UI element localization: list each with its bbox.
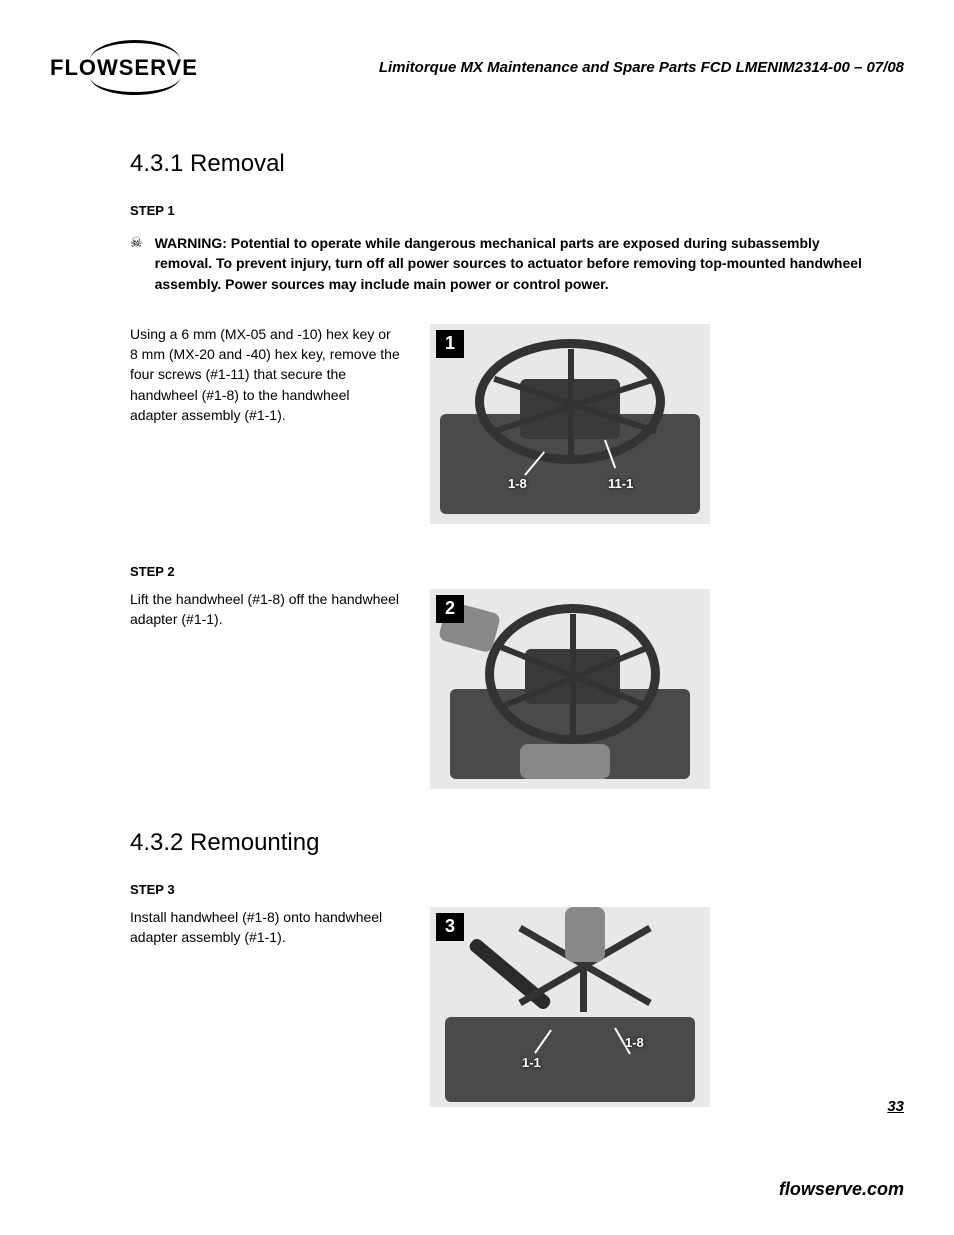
step-3-text: Install handwheel (#1-8) onto handwheel … [130, 907, 400, 948]
figure-1-number: 1 [436, 330, 464, 358]
figure-3-lever [467, 936, 553, 1011]
figure-1-label-1-8: 1-8 [508, 476, 527, 491]
step-1-label: STEP 1 [130, 203, 874, 218]
step-2-label: STEP 2 [130, 564, 874, 579]
page-header: FLOWSERVE Limitorque MX Maintenance and … [50, 40, 904, 95]
figure-3: 3 1-1 1-8 [430, 907, 710, 1107]
figure-3-label-1-8: 1-8 [625, 1035, 644, 1050]
document-title: Limitorque MX Maintenance and Spare Part… [379, 59, 904, 76]
figure-1-label-11-1: 11-1 [608, 476, 633, 491]
figure-3-hand [565, 907, 605, 962]
skull-icon: ☠ [130, 233, 143, 294]
figure-2: 2 [430, 589, 710, 789]
figure-3-machine [445, 1017, 695, 1102]
warning-block: ☠ WARNING: Potential to operate while da… [130, 233, 874, 294]
page: FLOWSERVE Limitorque MX Maintenance and … [0, 0, 954, 1235]
step-3-label: STEP 3 [130, 882, 874, 897]
section-heading-removal: 4.3.1 Removal [130, 150, 874, 178]
step-1-text: Using a 6 mm (MX-05 and -10) hex key or … [130, 324, 400, 425]
figure-2-number: 2 [436, 595, 464, 623]
section-heading-remounting: 4.3.2 Remounting [130, 829, 874, 857]
step-3-row: Install handwheel (#1-8) onto handwheel … [130, 907, 874, 1107]
figure-1: 1 1-8 11-1 [430, 324, 710, 524]
logo-arc-bottom [90, 77, 180, 95]
page-number: 33 [887, 1098, 904, 1115]
figure-2-hand-right [520, 744, 610, 779]
footer-url: flowserve.com [779, 1179, 904, 1200]
flowserve-logo: FLOWSERVE [50, 40, 200, 95]
figure-3-label-1-1: 1-1 [522, 1055, 541, 1070]
content-area: 4.3.1 Removal STEP 1 ☠ WARNING: Potentia… [130, 150, 874, 1107]
step-2-row: Lift the handwheel (#1-8) off the handwh… [130, 589, 874, 789]
warning-text: WARNING: Potential to operate while dang… [155, 233, 874, 294]
step-2-text: Lift the handwheel (#1-8) off the handwh… [130, 589, 400, 630]
step-1-row: Using a 6 mm (MX-05 and -10) hex key or … [130, 324, 874, 524]
figure-3-number: 3 [436, 913, 464, 941]
